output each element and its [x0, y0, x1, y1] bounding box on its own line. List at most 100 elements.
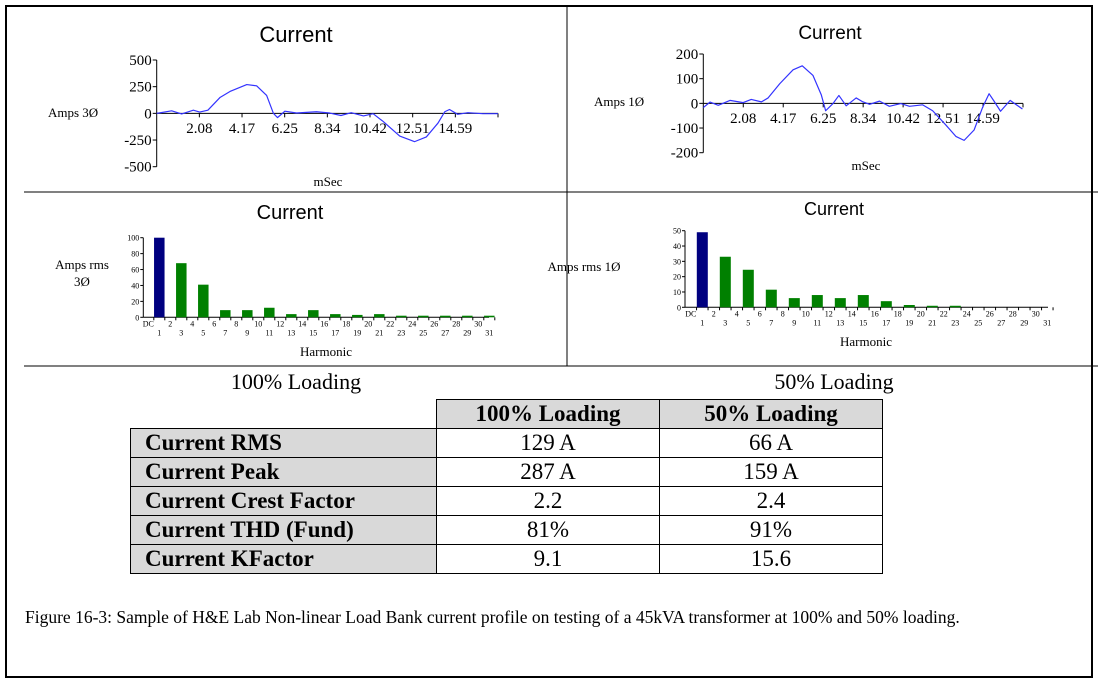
x-tick-label: 11 [265, 328, 273, 337]
table-row: Current Crest Factor 2.2 2.4 [130, 486, 883, 516]
chart-title: Current [798, 23, 862, 44]
x-tick-label: 3 [179, 328, 183, 337]
x-tick-label: 16 [871, 309, 879, 318]
x-axis-label: mSec [852, 158, 881, 173]
harmonic-bar-25 [418, 315, 429, 318]
x-tick-label: 4.17 [229, 121, 256, 137]
y-tick-label: 40 [673, 242, 681, 251]
x-tick-label: 29 [1020, 318, 1028, 327]
x-tick-label: 20 [364, 319, 372, 328]
x-tick-label: 27 [997, 318, 1005, 327]
y-tick-label: -500 [124, 160, 152, 176]
x-tick-label: 26 [986, 309, 994, 318]
x-tick-label: 14 [298, 319, 306, 328]
y-axis-label: Amps rms [55, 257, 109, 272]
harmonic-bar-21 [374, 314, 385, 318]
waveform-chart-1phase: Current Amps 1Ø mSec 200 100 0 -100 -200 2.08 4.1… [594, 23, 1024, 173]
harmonic-bar-13 [834, 298, 846, 308]
table-corner [130, 399, 437, 429]
cell-value: 2.4 [659, 486, 883, 516]
x-tick-label: 22 [940, 309, 948, 318]
x-tick-label: 21 [375, 328, 383, 337]
harmonic-bar-17 [880, 301, 892, 308]
harmonic-bar-1 [696, 232, 708, 308]
x-tick-label: 17 [331, 328, 339, 337]
y-tick-label: 0 [691, 96, 699, 112]
table-row: Current THD (Fund) 81% 91% [130, 515, 883, 545]
x-tick-label: 2.08 [186, 121, 212, 137]
cell-value: 91% [659, 515, 883, 545]
x-tick-label: 15 [309, 328, 317, 337]
y-tick-label: 100 [127, 234, 139, 243]
x-tick-label: 3 [723, 318, 727, 327]
x-tick-label: 7 [769, 318, 773, 327]
y-tick-label: 100 [676, 72, 699, 88]
harmonic-bar-1 [154, 237, 165, 318]
waveform-chart-3phase: Current Amps 3Ø mSec 500 250 0 -250 -500 2.08 4.1… [48, 22, 499, 189]
harmonic-bar-9 [788, 298, 800, 308]
cell-value: 159 A [659, 457, 883, 487]
waveform-line [156, 83, 498, 143]
harmonic-bar-19 [352, 314, 363, 318]
x-tick-label: 1 [157, 328, 161, 337]
x-tick-label: 6 [758, 309, 762, 318]
harmonic-bar-23 [396, 315, 407, 318]
harmonic-bar-27 [440, 315, 451, 318]
x-tick-label: 19 [353, 328, 361, 337]
x-tick-label: 2 [712, 309, 716, 318]
table-row: Current KFactor 9.1 15.6 [130, 544, 883, 574]
x-tick-label: 8 [781, 309, 785, 318]
x-tick-label: 14.59 [438, 121, 472, 137]
y-tick-label: 500 [129, 53, 152, 69]
x-tick-label: 30 [1032, 309, 1040, 318]
y-tick-label: 0 [144, 106, 152, 122]
x-tick-label: 7 [223, 328, 227, 337]
chart-title: Current [259, 22, 332, 47]
x-tick-label: 2 [168, 319, 172, 328]
cell-value: 66 A [659, 428, 883, 458]
x-tick-label: 28 [1009, 309, 1017, 318]
cell-value: 287 A [436, 457, 660, 487]
table-row: Current Peak 287 A 159 A [130, 457, 883, 487]
x-tick-label: 15 [859, 318, 867, 327]
x-tick-label: 17 [882, 318, 890, 327]
y-tick-label: 80 [131, 250, 139, 259]
cell-value: 15.6 [659, 544, 883, 574]
cell-value: 81% [436, 515, 660, 545]
x-tick-label: 5 [746, 318, 750, 327]
y-tick-label: 200 [676, 47, 699, 63]
y-tick-label: 20 [131, 297, 139, 306]
y-tick-label: 40 [131, 281, 139, 290]
x-tick-label: 10 [254, 319, 262, 328]
x-tick-label: 26 [430, 319, 438, 328]
loading-stats-table: 100% Loading 50% Loading Current RMS 129 … [130, 399, 883, 574]
x-tick-label: 18 [894, 309, 902, 318]
harmonic-bar-15 [857, 295, 869, 308]
x-tick-label: 8 [234, 319, 238, 328]
x-tick-label: 12 [825, 309, 833, 318]
x-tick-label: 10.42 [886, 111, 920, 127]
x-axis-label: mSec [314, 174, 343, 189]
x-tick-label: 8.34 [850, 111, 877, 127]
x-tick-label: 23 [397, 328, 405, 337]
waveform-line [702, 65, 1023, 141]
x-tick-label: 9 [245, 328, 249, 337]
panel-label-100: 100% Loading [230, 369, 362, 394]
x-tick-label: 23 [951, 318, 959, 327]
x-tick-label: 31 [1043, 318, 1051, 327]
harmonic-bar-5 [742, 269, 754, 308]
x-tick-label: 30 [474, 319, 482, 328]
chart-title: Current [257, 202, 324, 224]
harmonic-bar-23 [949, 305, 961, 308]
x-tick-label: DC [143, 319, 154, 328]
x-tick-label: 12.51 [396, 121, 430, 137]
x-tick-label: 10 [802, 309, 810, 318]
x-tick-label: 4.17 [770, 111, 797, 127]
harmonic-chart-3phase: Current Amps rms 3Ø Harmonic 0 20 40 60 80 100 DC 2… [55, 202, 496, 359]
x-tick-label: 5 [201, 328, 205, 337]
panel-label-50: 50% Loading [774, 369, 894, 394]
y-tick-label: 20 [673, 273, 681, 282]
x-tick-label: DC [685, 309, 696, 318]
x-tick-label: 6 [212, 319, 216, 328]
row-label: Current RMS [130, 428, 437, 458]
